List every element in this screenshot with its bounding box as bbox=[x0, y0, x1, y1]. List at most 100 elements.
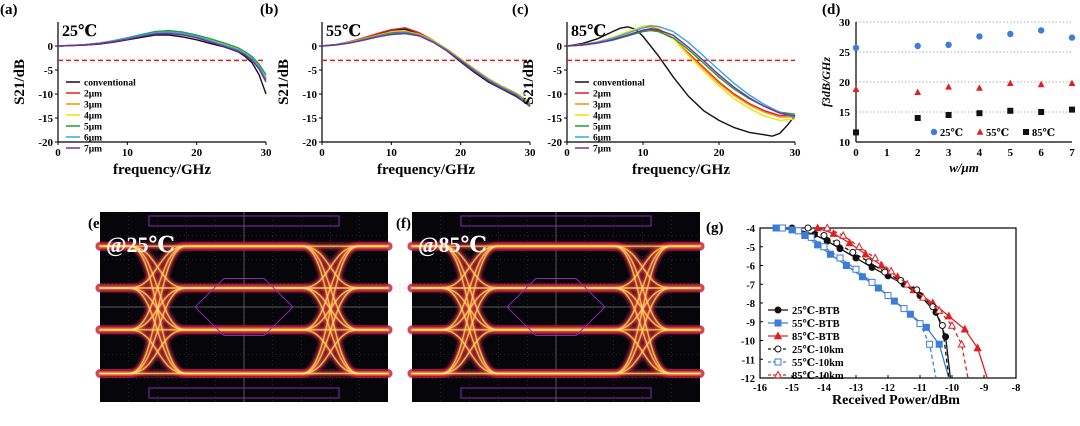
data-point bbox=[871, 253, 880, 262]
y-tick-label: -5 bbox=[553, 65, 563, 77]
y-tick-label: 0 bbox=[48, 41, 54, 53]
legend-label: 85℃ bbox=[1032, 128, 1056, 139]
data-point bbox=[842, 262, 850, 269]
temperature-label: 55℃ bbox=[326, 23, 361, 40]
eye-trace bbox=[99, 245, 389, 374]
panel-letter: (d) bbox=[822, 2, 840, 18]
legend-label: 55℃-BTB bbox=[792, 319, 840, 330]
x-tick-label: -9 bbox=[980, 383, 989, 394]
series-line bbox=[566, 27, 796, 117]
mask-bottom bbox=[460, 387, 652, 399]
panel-c: 0 10 20 30 0 -5 -10 -15 -20 frequency/GHz S21/dB 85… bbox=[521, 22, 801, 178]
data-point bbox=[1068, 34, 1076, 41]
x-tick-label: 4 bbox=[977, 147, 983, 159]
legend-marker bbox=[774, 358, 782, 366]
y-tick-label: -12 bbox=[741, 374, 755, 385]
data-point bbox=[772, 224, 780, 232]
legend-label: 6μm bbox=[593, 134, 611, 144]
x-tick-label: -10 bbox=[945, 383, 959, 394]
legend-label: 4μm bbox=[84, 112, 102, 122]
data-point bbox=[852, 265, 860, 273]
x-tick-label: 5 bbox=[1008, 147, 1014, 159]
x-tick-label: 10 bbox=[638, 147, 650, 159]
data-point bbox=[976, 110, 983, 117]
x-tick-label: -15 bbox=[785, 383, 799, 394]
data-point bbox=[926, 340, 934, 348]
y-tick-label: -6 bbox=[746, 262, 755, 273]
mask-bottom bbox=[148, 387, 340, 399]
y-tick-label: 0 bbox=[312, 41, 318, 53]
data-point bbox=[852, 85, 860, 92]
y-tick-label: -4 bbox=[746, 224, 755, 235]
data-point bbox=[853, 129, 859, 136]
data-point bbox=[852, 44, 860, 51]
panel-letter: (g) bbox=[706, 220, 724, 236]
x-tick-label: 3 bbox=[946, 147, 952, 159]
legend-label: 25℃-BTB bbox=[792, 306, 840, 317]
y-tick-label: 30 bbox=[839, 17, 851, 29]
x-tick-label: 20 bbox=[455, 147, 467, 159]
x-tick-label: 20 bbox=[191, 147, 203, 159]
series-line bbox=[566, 26, 796, 137]
eye-mask bbox=[194, 278, 294, 336]
y-tick-label: -11 bbox=[742, 355, 755, 366]
legend-label: 5μm bbox=[593, 123, 611, 133]
legend-label: 2μm bbox=[593, 90, 611, 100]
data-point bbox=[1007, 30, 1014, 38]
temperature-label: 25℃ bbox=[62, 23, 97, 40]
y-tick-label: -7 bbox=[746, 280, 755, 291]
x-tick-label: 0 bbox=[564, 147, 570, 159]
data-point bbox=[960, 324, 969, 333]
eye-trace bbox=[411, 245, 701, 374]
panel-d: 10 15 20 25 30 0 1 2 3 4 5 6 7 25℃ 55℃ 85℃ w/μm f3dB/GHz bbox=[819, 17, 1076, 175]
data-point bbox=[914, 115, 921, 121]
data-point bbox=[839, 230, 848, 239]
eye-trace bbox=[99, 329, 389, 374]
y-tick-label: -5 bbox=[746, 243, 755, 254]
data-point bbox=[820, 232, 828, 239]
legend-marker bbox=[976, 128, 984, 135]
data-point bbox=[852, 254, 860, 262]
legend-label: 55℃ bbox=[986, 128, 1010, 139]
y-tick-label: -9 bbox=[746, 318, 755, 329]
legend-label: 6μm bbox=[84, 134, 102, 144]
y-tick-label: 0 bbox=[557, 41, 563, 53]
data-point bbox=[881, 268, 889, 276]
data-point bbox=[1037, 27, 1045, 34]
mask-top bbox=[148, 215, 340, 227]
series-line bbox=[57, 32, 267, 83]
data-point bbox=[973, 343, 982, 352]
y-tick-label: -20 bbox=[547, 137, 562, 149]
x-tick-label: -13 bbox=[849, 383, 863, 394]
panel-g: -4-5-6-7-8-9-10-11-12-16 -15 -14 -13 -12 -11-… bbox=[741, 223, 1020, 408]
x-tick-label: 30 bbox=[525, 147, 537, 159]
y-tick-label: 15 bbox=[839, 107, 851, 119]
panel-letter: (e) bbox=[88, 216, 105, 232]
legend-label: 25℃-10km bbox=[792, 345, 844, 356]
series-line bbox=[321, 32, 531, 107]
data-point bbox=[929, 303, 937, 311]
x-tick-label: 0 bbox=[853, 147, 859, 159]
x-axis-label: frequency/GHz bbox=[377, 162, 475, 178]
data-point bbox=[845, 238, 854, 247]
data-point bbox=[914, 42, 921, 50]
y-axis-label: f3dB/GHz bbox=[819, 57, 833, 107]
x-tick-label: 30 bbox=[261, 147, 273, 159]
legend-label: 55℃-10km bbox=[792, 358, 844, 369]
x-tick-label: -11 bbox=[913, 383, 926, 394]
legend-label: conventional bbox=[84, 79, 136, 89]
data-point bbox=[868, 278, 876, 286]
x-tick-label: 6 bbox=[1038, 147, 1044, 159]
y-axis-label: S21/dB bbox=[276, 59, 292, 105]
x-tick-label: 20 bbox=[714, 147, 726, 159]
x-tick-label: -12 bbox=[881, 383, 895, 394]
data-point bbox=[944, 311, 953, 320]
data-point bbox=[833, 239, 841, 247]
eye-trace bbox=[99, 287, 389, 374]
data-point bbox=[849, 248, 857, 256]
data-point bbox=[861, 249, 870, 258]
data-point bbox=[807, 233, 815, 241]
x-tick-label: 10 bbox=[386, 147, 398, 159]
mask-top bbox=[460, 215, 652, 227]
